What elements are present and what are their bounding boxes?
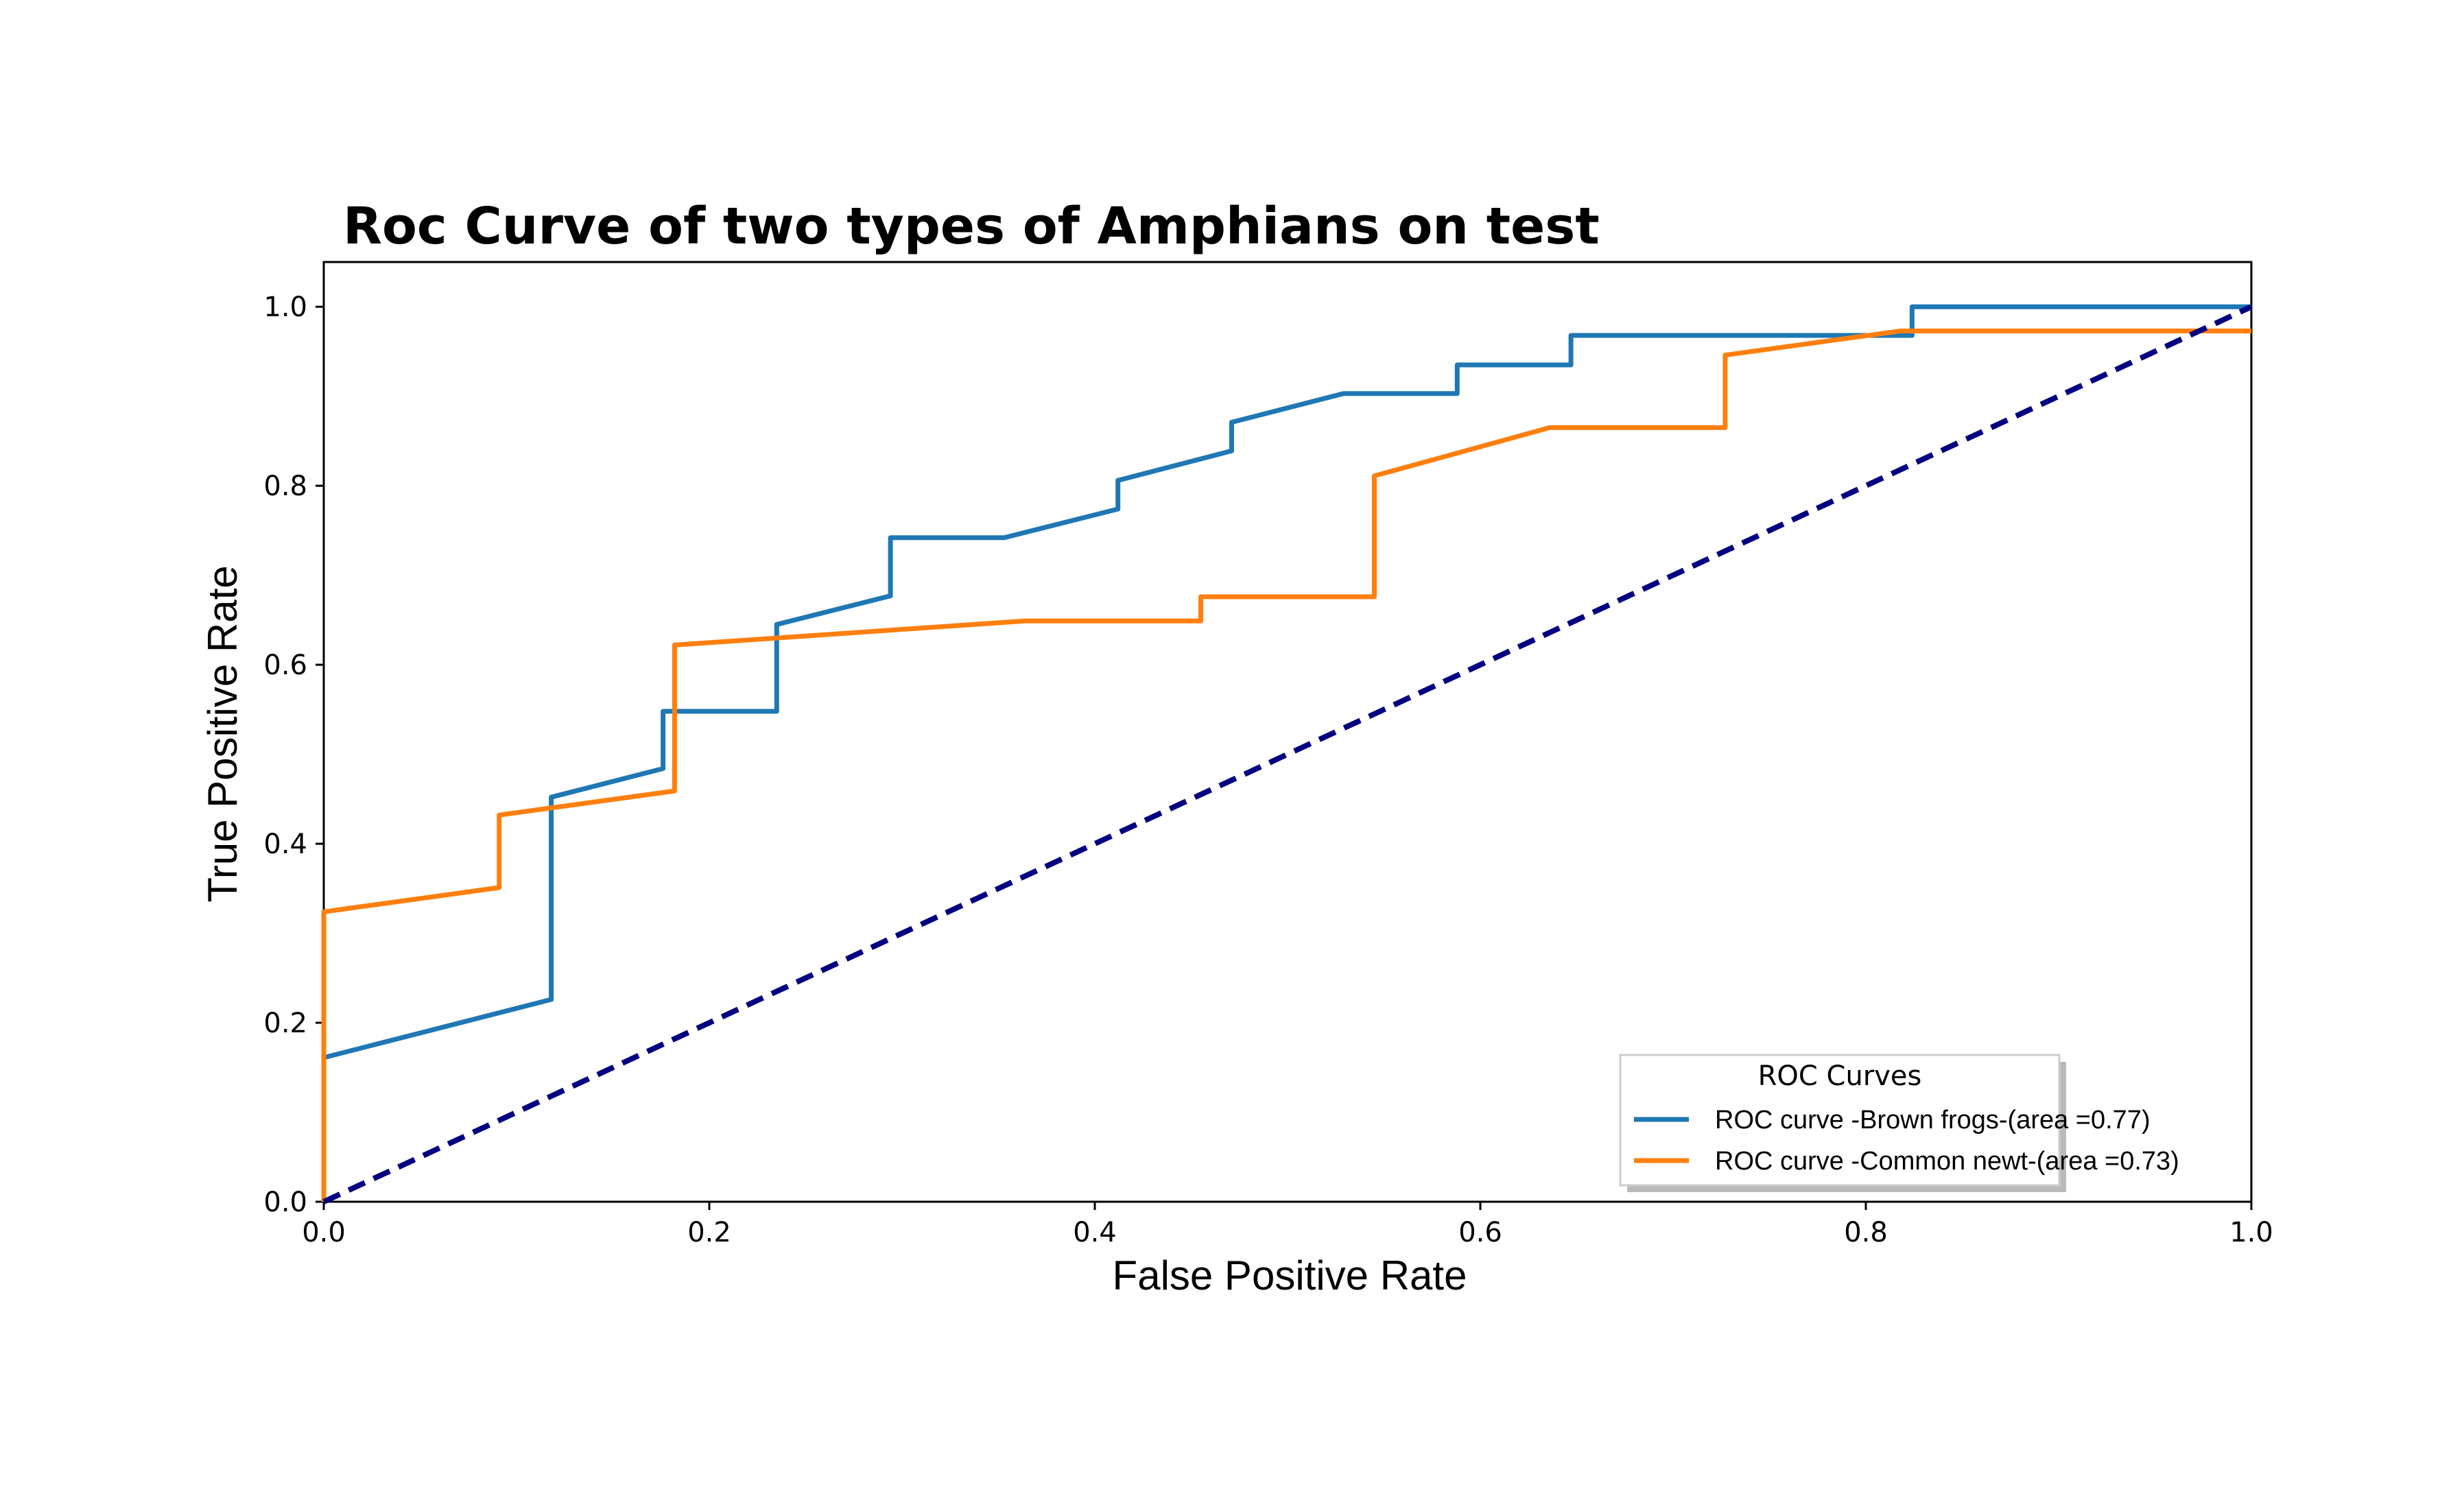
x-tick-label: 0.4 [1073,1217,1117,1248]
legend-label-common-newt: ROC curve -Common newt-(area =0.73) [1715,1147,2179,1176]
y-tick-label: 1.0 [263,292,307,323]
roc-line-common-newt [321,329,2251,1202]
legend-title: ROC Curves [1758,1060,1922,1092]
y-tick-label: 0.6 [263,650,307,681]
x-axis-ticks: 0.0 0.2 0.4 0.6 0.8 1.0 [302,1202,2273,1248]
y-tick-label: 0.2 [263,1008,307,1039]
x-tick-label: 0.6 [1458,1217,1502,1248]
x-tick-label: 0.2 [687,1217,731,1248]
plot-frame [322,261,2253,1203]
x-tick-label: 0.8 [1844,1217,1888,1248]
x-tick-label: 0.0 [302,1217,346,1248]
y-axis-label: True Positive Rate [200,565,246,902]
chance-diagonal-line [322,304,2253,1204]
legend: ROC Curves ROC curve -Brown frogs-(area … [1619,1054,2179,1192]
plot-area [322,261,2253,1203]
y-tick-label: 0.0 [263,1187,307,1218]
y-tick-label: 0.4 [263,829,307,860]
series-layer [321,304,2253,1204]
legend-box [1619,1054,2061,1187]
chart-title: Roc Curve of two types of Amphians on te… [343,197,1600,256]
x-tick-label: 1.0 [2229,1217,2273,1248]
y-axis-ticks: 0.0 0.2 0.4 0.6 0.8 1.0 [263,292,324,1218]
roc-line-brown-frogs [321,304,2251,1202]
x-axis-label: False Positive Rate [1113,1252,1467,1298]
legend-label-brown-frogs: ROC curve -Brown frogs-(area =0.77) [1715,1106,2151,1135]
y-tick-label: 0.8 [263,471,307,502]
